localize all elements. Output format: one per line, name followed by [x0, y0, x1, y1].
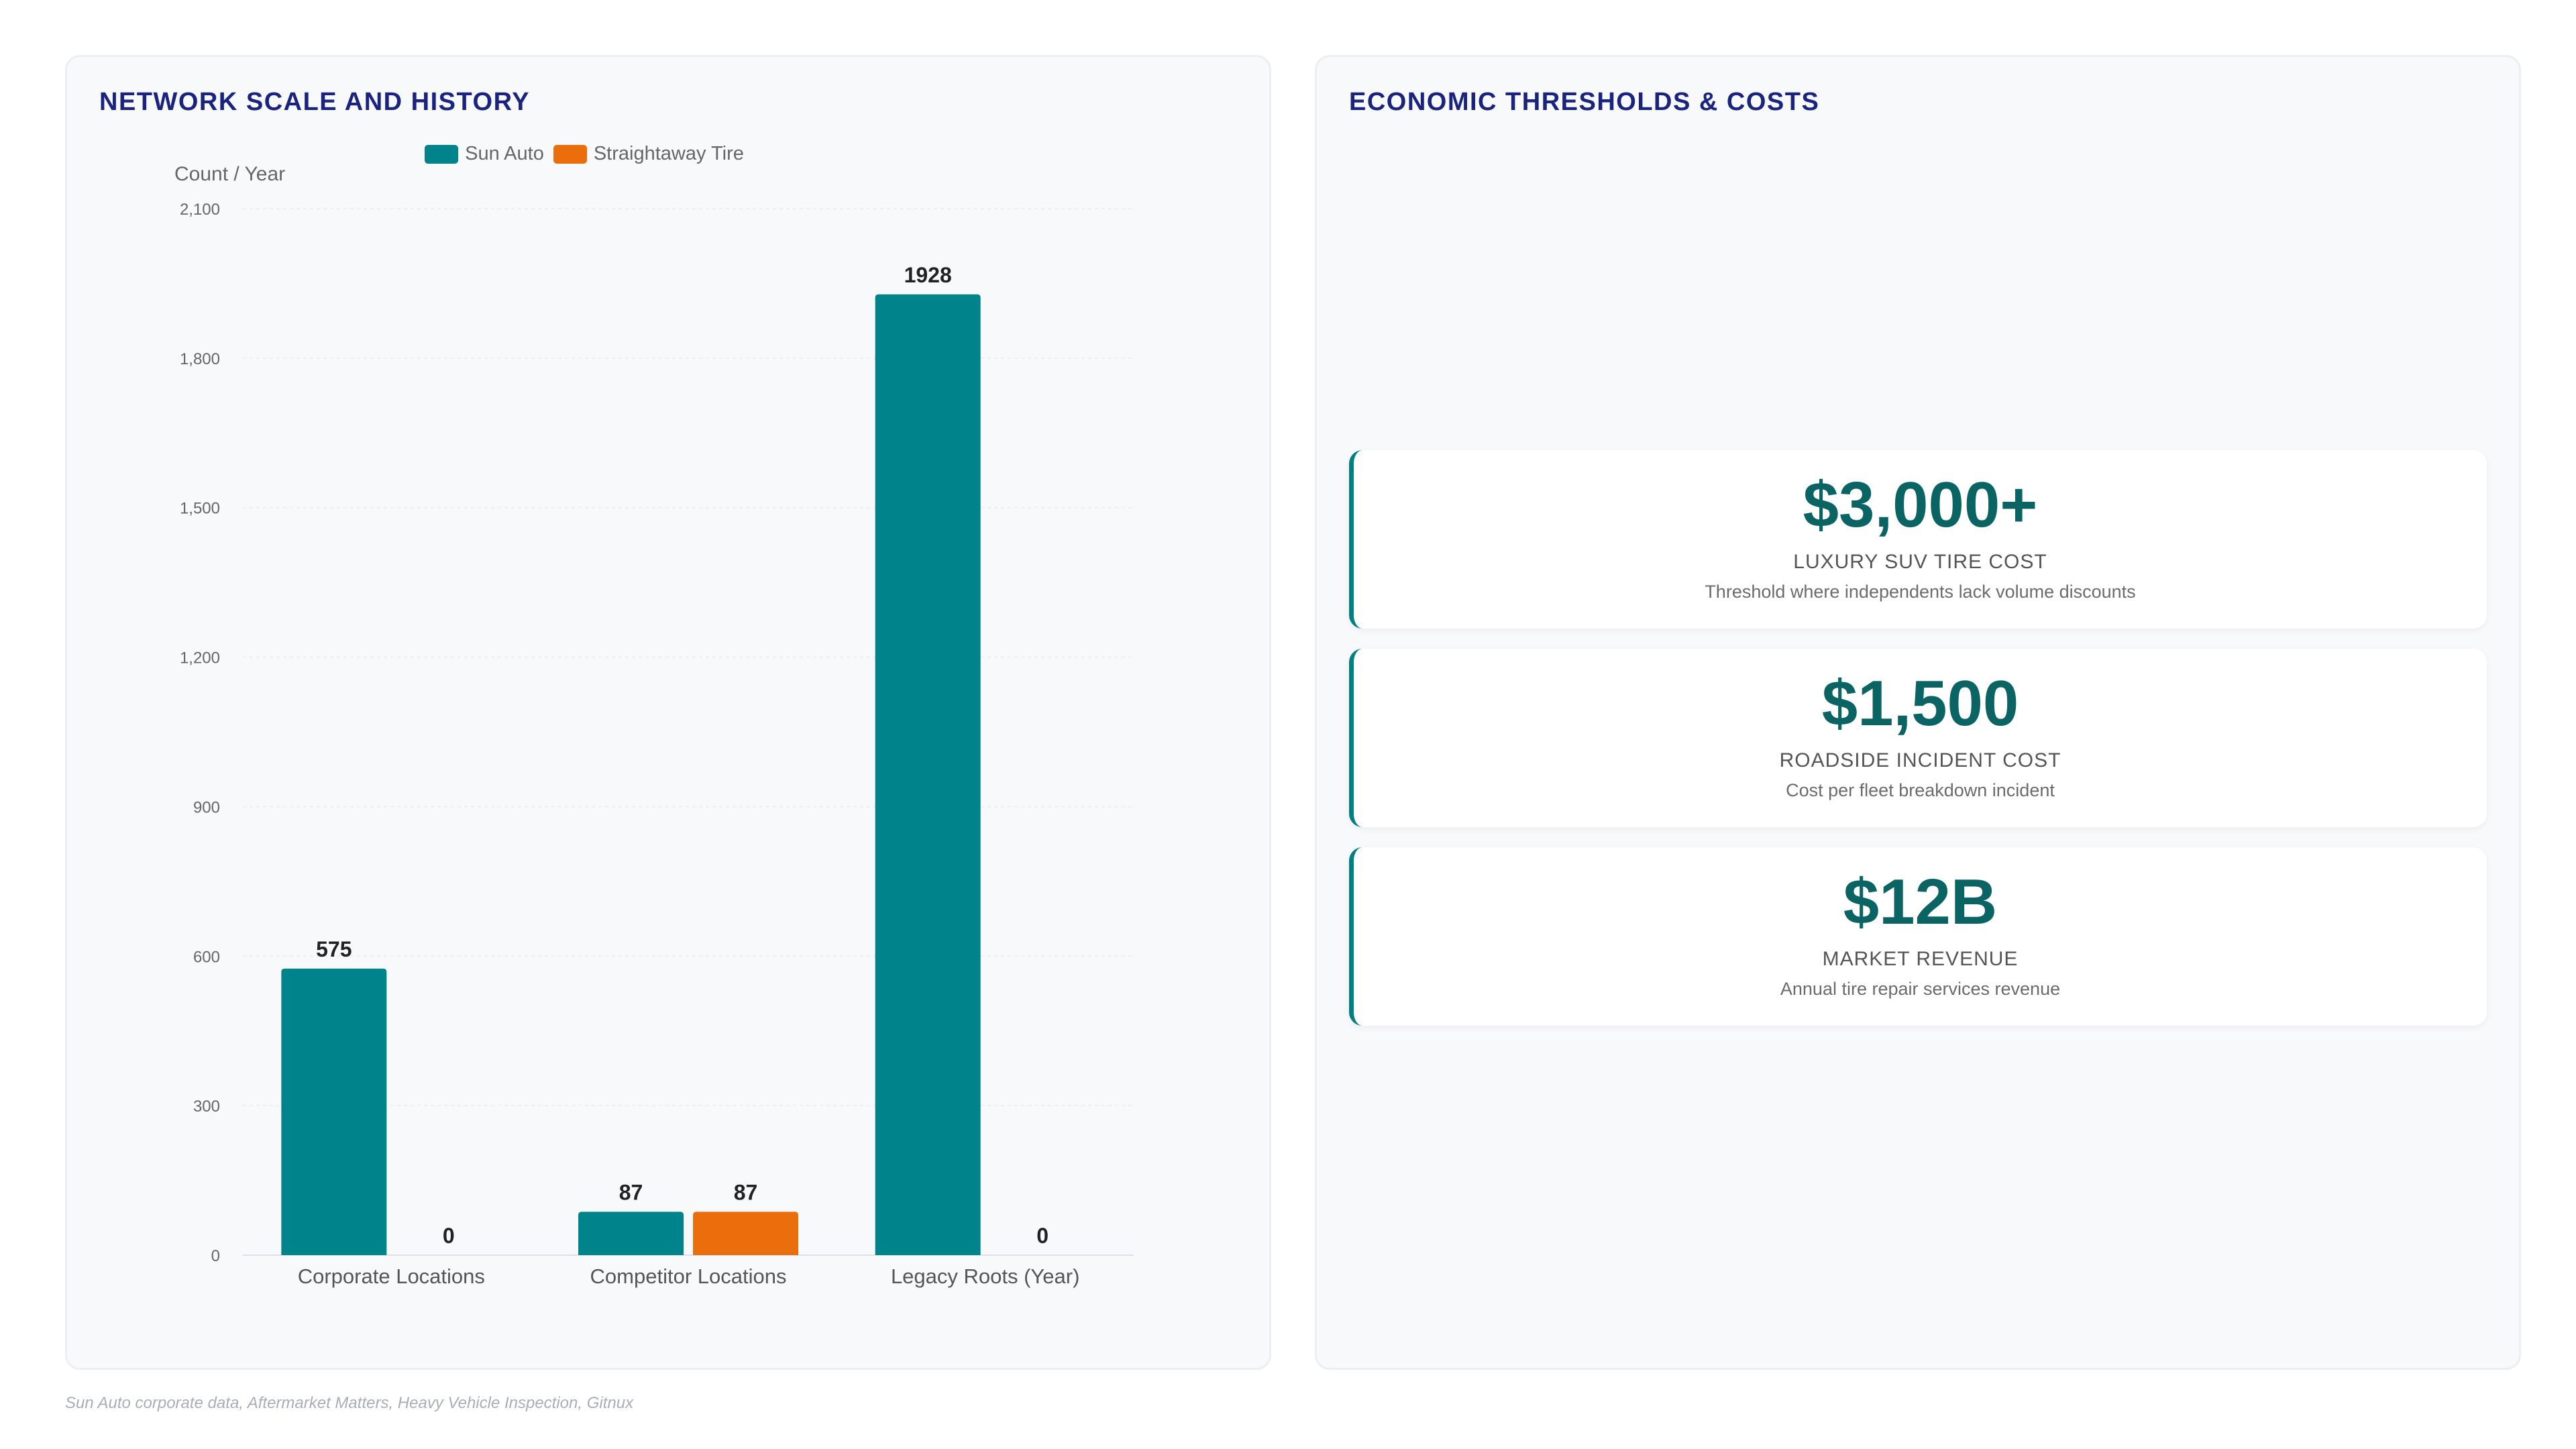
panel-title: ECONOMIC THRESHOLDS & COSTS: [1349, 88, 1820, 116]
bar-data-label: 0: [1036, 1224, 1049, 1248]
y-tick-label: 600: [193, 948, 220, 966]
metric-label: MARKET REVENUE: [1822, 948, 2019, 970]
bar: [281, 968, 387, 1255]
y-tick-label: 900: [193, 798, 220, 816]
metric-card-market-revenue: $12B MARKET REVENUE Annual tire repair s…: [1349, 847, 2487, 1026]
bar-data-label: 87: [734, 1180, 758, 1204]
bar: [693, 1212, 798, 1255]
x-tick-label: Competitor Locations: [590, 1265, 787, 1288]
bar: [578, 1212, 684, 1255]
bar-data-label: 87: [619, 1180, 643, 1204]
chart-legend: Sun Auto Straightaway Tire: [67, 143, 1269, 165]
metric-value: $3,000+: [1803, 469, 2038, 541]
x-tick-label: Corporate Locations: [298, 1265, 485, 1288]
metric-label: ROADSIDE INCIDENT COST: [1779, 749, 2061, 771]
y-tick-label: 1,200: [180, 649, 220, 667]
bar-data-label: 0: [443, 1224, 455, 1248]
legend-swatch-straightaway-tire: [553, 144, 587, 164]
metric-value: $12B: [1843, 866, 1998, 938]
legend-item-sun-auto[interactable]: Sun Auto: [425, 143, 544, 165]
y-axis-title: Count / Year: [174, 163, 285, 185]
metric-value: $1,500: [1821, 667, 2019, 739]
legend-swatch-sun-auto: [425, 144, 459, 164]
panel-title: NETWORK SCALE AND HISTORY: [99, 88, 530, 116]
y-tick-label: 300: [193, 1097, 220, 1116]
metric-description: Cost per fleet breakdown incident: [1786, 780, 2055, 800]
y-tick-label: 0: [211, 1247, 220, 1265]
metric-card-luxury-suv-tire-cost: $3,000+ LUXURY SUV TIRE COST Threshold w…: [1349, 450, 2487, 629]
network-scale-panel: NETWORK SCALE AND HISTORY Sun Auto Strai…: [65, 55, 1271, 1370]
metric-card-roadside-incident-cost: $1,500 ROADSIDE INCIDENT COST Cost per f…: [1349, 649, 2487, 827]
x-tick-label: Legacy Roots (Year): [891, 1265, 1079, 1288]
legend-item-straightaway-tire[interactable]: Straightaway Tire: [553, 143, 744, 165]
source-note: Sun Auto corporate data, Aftermarket Mat…: [65, 1394, 634, 1412]
metric-cards: $3,000+ LUXURY SUV TIRE COST Threshold w…: [1349, 450, 2487, 1026]
legend-label: Sun Auto: [465, 143, 544, 164]
metric-label: LUXURY SUV TIRE COST: [1793, 551, 2047, 573]
bar-data-label: 1928: [904, 263, 952, 287]
y-tick-label: 2,100: [180, 201, 220, 219]
metric-description: Annual tire repair services revenue: [1780, 979, 2061, 999]
bar: [875, 294, 981, 1255]
metric-description: Threshold where independents lack volume…: [1705, 582, 2136, 602]
y-tick-label: 1,500: [180, 500, 220, 518]
bar-chart: 0 300 600 900 1,200 1,500 1,800 2,100 Count / Ye…: [174, 163, 1134, 1288]
bar-data-label: 575: [316, 937, 352, 961]
legend-label: Straightaway Tire: [593, 143, 744, 164]
economic-thresholds-panel: ECONOMIC THRESHOLDS & COSTS $3,000+ LUXU…: [1315, 55, 2521, 1370]
y-tick-label: 1,800: [180, 350, 220, 368]
